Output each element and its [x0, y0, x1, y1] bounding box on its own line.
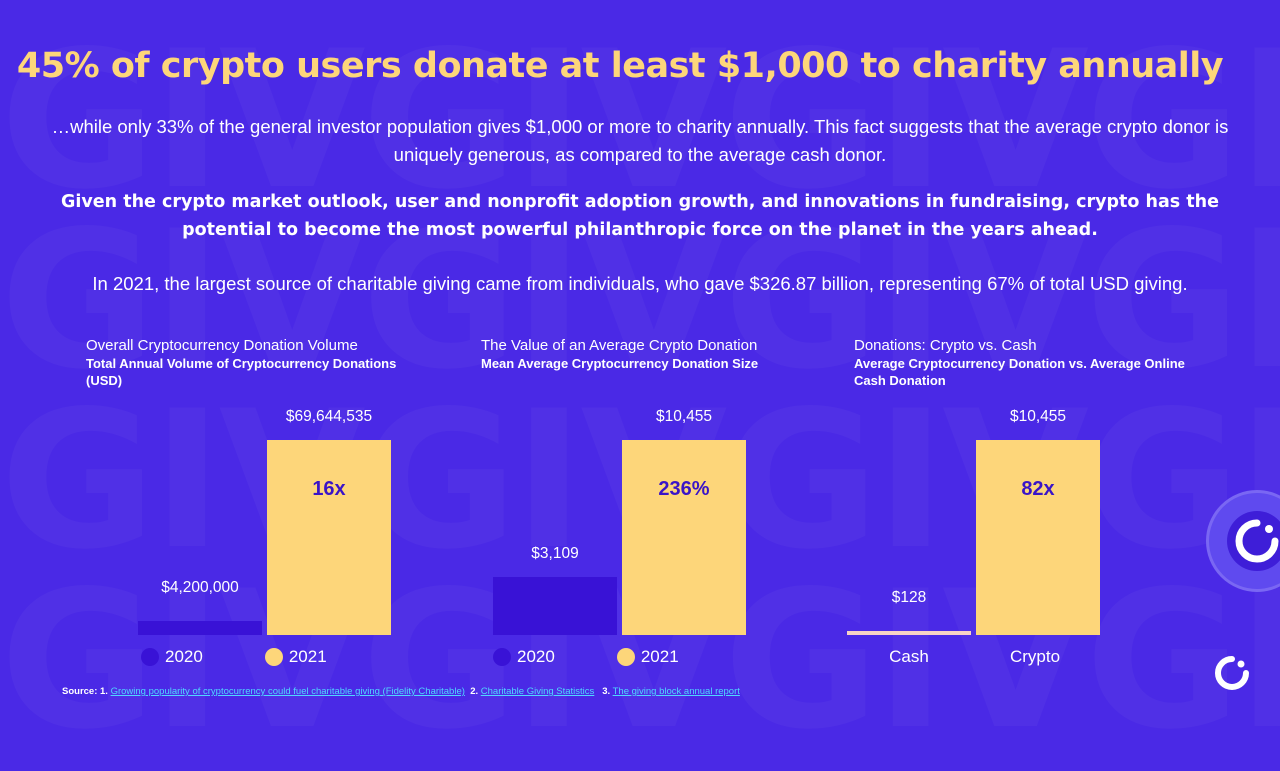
- chart1-subtitle: Total Annual Volume of Cryptocurrency Do…: [86, 356, 397, 388]
- giving-block-side-logo-icon: [1206, 490, 1280, 592]
- chart2-title: The Value of an Average Crypto Donation: [481, 337, 758, 354]
- chart1-legend-2020: 2020: [141, 647, 203, 667]
- side-logo-mark-icon: [1235, 519, 1279, 563]
- chart3-subtitle: Average Cryptocurrency Donation vs. Aver…: [854, 356, 1185, 388]
- source-num-3: 3.: [602, 686, 611, 697]
- chart3-value-crypto: $10,455: [1009, 408, 1067, 425]
- chart2-legend-label-2021: 2021: [640, 647, 679, 666]
- highlight-paragraph: Given the crypto market outlook, user an…: [61, 192, 1219, 240]
- source-num-2: 2.: [470, 686, 479, 697]
- chart3-annotation: 82x: [1021, 478, 1055, 500]
- chart2-legend-2021: 2021: [616, 647, 679, 667]
- legend-dot-icon: [616, 648, 635, 666]
- chart3-value-cash: $128: [891, 589, 927, 606]
- chart2-legend-2020: 2020: [493, 647, 555, 667]
- chart1-value-2020: $4,200,000: [161, 579, 239, 596]
- chart3-category-crypto: Crypto: [1009, 647, 1061, 666]
- chart3-header: Donations: Crypto vs. Cash Average Crypt…: [854, 337, 1204, 389]
- chart1-title: Overall Cryptocurrency Donation Volume: [86, 337, 358, 354]
- chart2-bar-2020: [493, 577, 617, 635]
- page-title: 45% of crypto users donate at least $1,0…: [16, 46, 1224, 86]
- source-link-1[interactable]: Growing popularity of cryptocurrency cou…: [110, 686, 465, 697]
- giving-block-corner-logo-icon: [1215, 656, 1249, 690]
- chart1-legend-label-2021: 2021: [288, 647, 327, 666]
- chart2-header: The Value of an Average Crypto Donation …: [481, 337, 831, 372]
- chart3-title: Donations: Crypto vs. Cash: [854, 337, 1037, 354]
- source-label: Source:: [62, 686, 98, 697]
- source-link-2[interactable]: Charitable Giving Statistics: [480, 686, 595, 697]
- chart1-annotation: 16x: [312, 478, 346, 500]
- source-link-3[interactable]: The giving block annual report: [612, 686, 740, 697]
- chart3-category-cash: Cash: [889, 647, 929, 666]
- chart1-legend-label-2020: 2020: [165, 647, 203, 666]
- chart3-bar-cash: [847, 631, 971, 635]
- intro-paragraph: …while only 33% of the general investor …: [51, 116, 1229, 165]
- legend-dot-icon: [264, 648, 283, 666]
- chart1-value-2021: $69,644,535: [285, 408, 373, 425]
- chart1-bar-2021: [267, 440, 391, 635]
- legend-dot-icon: [141, 648, 159, 666]
- legend-dot-icon: [493, 648, 511, 666]
- chart2-legend: 2020 2021: [493, 647, 705, 667]
- chart2-legend-label-2020: 2020: [517, 647, 555, 666]
- chart1-legend-2021: 2021: [264, 647, 327, 667]
- side-logo-inner: [1227, 511, 1280, 571]
- chart2-value-2021: $10,455: [655, 408, 713, 425]
- chart2-value-2020: $3,109: [531, 545, 579, 562]
- chart2-bar-2021: [622, 440, 746, 635]
- chart2-annotation: 236%: [658, 478, 710, 500]
- source-footnote: Source: 1. Growing popularity of cryptoc…: [62, 686, 740, 697]
- source-num-1: 1.: [100, 686, 108, 697]
- chart3-bar-crypto: [976, 440, 1100, 635]
- chart2-subtitle: Mean Average Cryptocurrency Donation Siz…: [481, 356, 759, 371]
- chart1-bar-2020: [138, 621, 262, 635]
- chart1-legend: 2020 2021: [141, 647, 353, 667]
- giving-fact-paragraph: In 2021, the largest source of charitabl…: [92, 273, 1188, 294]
- chart1-header: Overall Cryptocurrency Donation Volume T…: [86, 337, 436, 389]
